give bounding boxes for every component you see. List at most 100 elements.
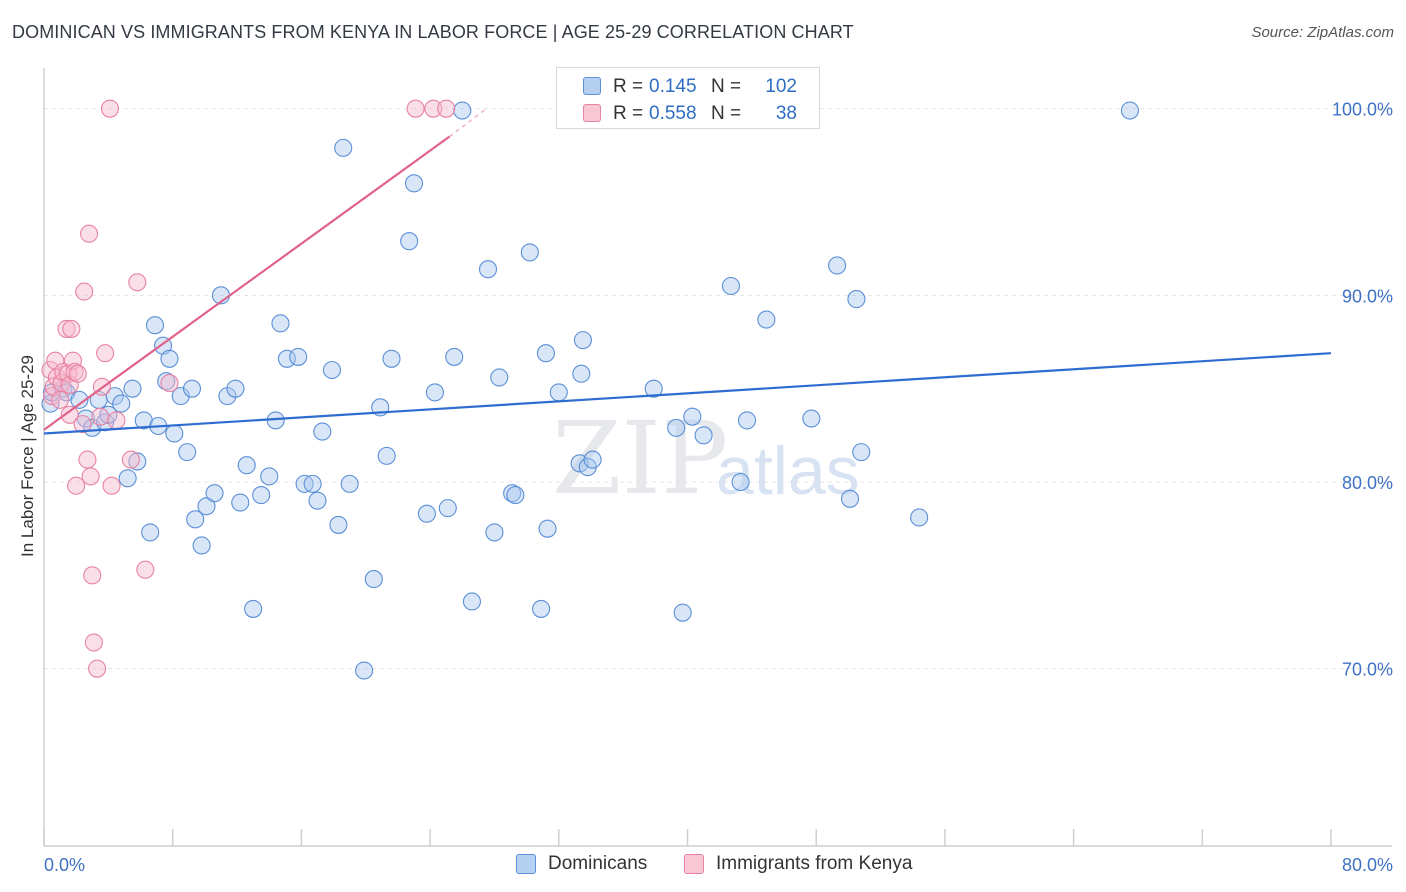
watermark-atlas: atlas bbox=[716, 433, 860, 509]
kenya-point bbox=[75, 282, 94, 301]
dominicans-point bbox=[171, 387, 190, 406]
dominicans-point bbox=[197, 497, 216, 516]
kenya-point bbox=[67, 476, 86, 495]
kenya-point bbox=[96, 344, 115, 363]
dominicans-point bbox=[400, 232, 419, 251]
dominicans-point bbox=[382, 349, 401, 368]
dominicans-point bbox=[231, 493, 250, 512]
kenya-point bbox=[83, 566, 102, 585]
dominicans-point bbox=[694, 426, 713, 445]
kenya-point bbox=[68, 364, 87, 383]
kenya-swatch bbox=[583, 104, 601, 122]
dominicans-point bbox=[485, 523, 504, 542]
dominicans-point bbox=[289, 347, 308, 366]
dominicans-point bbox=[673, 603, 692, 622]
r-value: 0.145 bbox=[649, 76, 697, 97]
dominicans-point bbox=[178, 443, 197, 462]
dominicans-point bbox=[329, 515, 348, 534]
x-tick-label: 80.0% bbox=[1342, 855, 1393, 875]
dominicans-point bbox=[165, 424, 184, 443]
dominicans-point bbox=[532, 599, 551, 618]
dominicans-point bbox=[404, 174, 424, 193]
kenya-point bbox=[91, 407, 110, 426]
dominicans-point bbox=[226, 379, 245, 398]
dominicans-point bbox=[683, 407, 702, 426]
r-label: R = bbox=[613, 103, 644, 124]
dominicans-point bbox=[70, 390, 89, 409]
kenya-point bbox=[107, 411, 126, 430]
dominicans-point bbox=[757, 310, 776, 329]
chart-title: DOMINICAN VS IMMIGRANTS FROM KENYA IN LA… bbox=[12, 22, 854, 42]
kenya-point bbox=[437, 99, 456, 118]
n-value: 102 bbox=[765, 76, 797, 97]
kenya-trendline bbox=[43, 135, 451, 431]
dominicans-point bbox=[573, 331, 592, 350]
dominicans-point bbox=[506, 486, 525, 505]
kenya-point bbox=[62, 319, 81, 338]
dominicans-legend-swatch bbox=[516, 854, 536, 874]
y-tick-label: 90.0% bbox=[1342, 286, 1393, 306]
dominicans-point bbox=[340, 474, 359, 493]
kenya-point bbox=[84, 633, 103, 652]
dominicans-point bbox=[538, 519, 557, 538]
dominicans-point bbox=[355, 661, 374, 680]
dominicans-point bbox=[186, 510, 205, 529]
dominicans-point bbox=[910, 508, 929, 527]
n-label: N = bbox=[711, 76, 742, 97]
dominicans-point bbox=[503, 484, 522, 503]
dominicans-trendline bbox=[43, 352, 1332, 435]
dominicans-point bbox=[244, 599, 263, 618]
dominicans-point bbox=[192, 536, 211, 555]
dominicans-point bbox=[377, 446, 396, 465]
dominicans-swatch bbox=[583, 77, 601, 95]
stats-legend: R = 0.145 N = 102 R = 0.558 N = 38 bbox=[556, 67, 820, 129]
dominicans-point bbox=[549, 383, 568, 402]
y-axis-label: In Labor Force | Age 25-29 bbox=[18, 355, 37, 557]
x-tick-label: 0.0% bbox=[44, 855, 85, 875]
kenya-point bbox=[65, 362, 84, 381]
n-label: N = bbox=[711, 103, 742, 124]
dominicans-point bbox=[260, 467, 279, 486]
dominicans-point bbox=[828, 256, 847, 275]
dominicans-point bbox=[145, 316, 165, 335]
dominicans-point bbox=[453, 101, 472, 120]
dominicans-point bbox=[536, 344, 555, 363]
dominicans-point bbox=[731, 472, 750, 492]
dominicans-point bbox=[667, 418, 686, 437]
dominicans-point bbox=[322, 360, 342, 380]
dominicans-point bbox=[583, 450, 602, 469]
kenya-point bbox=[102, 476, 121, 495]
dominicans-point bbox=[364, 570, 383, 589]
kenya-point bbox=[79, 224, 99, 243]
kenya-point bbox=[78, 450, 97, 469]
legend-label: Dominicans bbox=[548, 853, 648, 874]
dominicans-point bbox=[105, 387, 124, 406]
dominicans-point bbox=[252, 486, 271, 505]
stats-legend-row-dominicans: R = 0.145 N = 102 bbox=[557, 74, 819, 100]
kenya-point bbox=[100, 99, 120, 118]
y-tick-label: 80.0% bbox=[1342, 473, 1393, 493]
dominicans-point bbox=[847, 290, 866, 309]
dominicans-point bbox=[644, 379, 663, 398]
r-label: R = bbox=[613, 76, 644, 97]
dominicans-point bbox=[425, 383, 444, 402]
kenya-point bbox=[136, 560, 155, 579]
dominicans-point bbox=[160, 349, 179, 368]
dominicans-point bbox=[128, 452, 147, 471]
dominicans-point bbox=[802, 409, 821, 428]
dominicans-point bbox=[520, 243, 539, 262]
dominicans-point bbox=[271, 314, 290, 333]
r-value: 0.558 bbox=[649, 103, 697, 124]
dominicans-point bbox=[112, 394, 131, 413]
dominicans-point bbox=[721, 276, 740, 296]
dominicans-point bbox=[445, 347, 464, 366]
series-legend: Dominicans Immigrants from Kenya bbox=[0, 852, 1406, 878]
dominicans-point bbox=[205, 484, 224, 503]
source-credit: Source: ZipAtlas.com bbox=[1251, 24, 1394, 41]
kenya-point bbox=[51, 390, 70, 409]
dominicans-point bbox=[313, 422, 332, 441]
dominicans-point bbox=[118, 469, 137, 488]
dominicans-point bbox=[237, 456, 256, 475]
n-value: 38 bbox=[775, 103, 797, 124]
